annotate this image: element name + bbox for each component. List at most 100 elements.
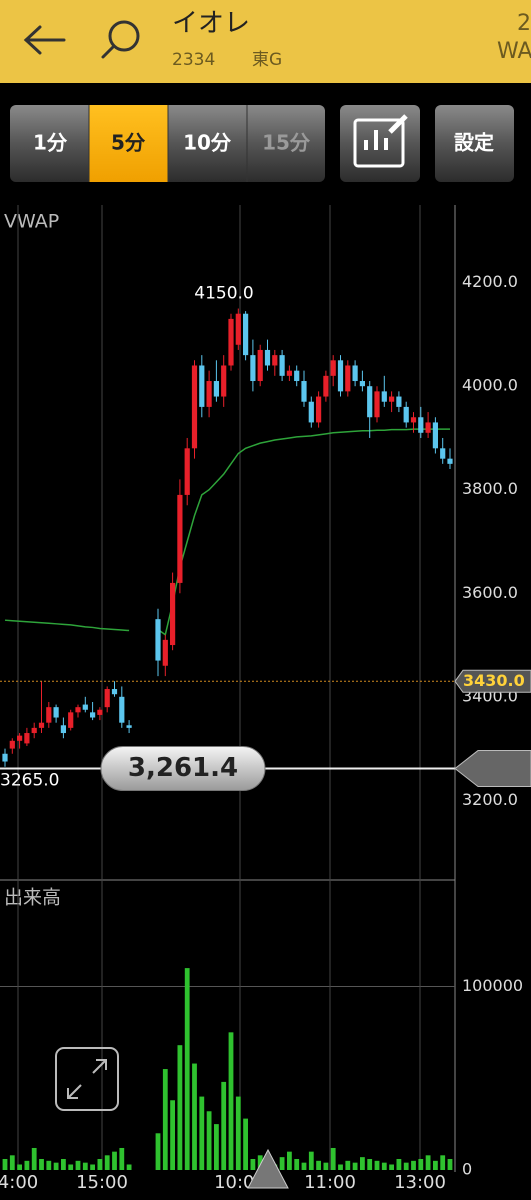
vwap-line bbox=[4, 619, 130, 632]
tab[interactable]: 10分 bbox=[183, 131, 232, 155]
settings-button[interactable]: 設定 bbox=[454, 131, 494, 155]
settings-button-bg[interactable] bbox=[435, 105, 514, 182]
volume-bar bbox=[24, 1160, 30, 1170]
tab[interactable]: 1分 bbox=[33, 131, 68, 155]
candle-body bbox=[337, 360, 344, 392]
candle-body bbox=[323, 375, 329, 397]
candle-body bbox=[177, 494, 183, 583]
volume-bar bbox=[433, 1160, 438, 1170]
volume-bar bbox=[360, 1157, 365, 1170]
volume-bar bbox=[403, 1162, 409, 1170]
volume-bar bbox=[90, 1164, 95, 1170]
volume-bar bbox=[228, 1032, 234, 1170]
candle-body bbox=[345, 365, 351, 392]
volume-bar bbox=[192, 1063, 197, 1170]
crosshair-label: 3,261.4 bbox=[128, 753, 238, 783]
tab[interactable]: 5分 bbox=[111, 131, 146, 155]
candle-body bbox=[119, 696, 125, 723]
candle-body bbox=[162, 639, 168, 666]
volume-bar bbox=[418, 1158, 424, 1170]
tab-selected-bg bbox=[89, 105, 168, 182]
vwap-label: VWAP bbox=[4, 211, 59, 233]
volume-bar bbox=[301, 1162, 307, 1170]
vwap-line bbox=[157, 428, 450, 636]
volume-bar bbox=[214, 1124, 219, 1170]
crosshair-handle[interactable] bbox=[454, 750, 531, 788]
volume-bar bbox=[39, 1158, 44, 1170]
volume-bar bbox=[46, 1160, 52, 1170]
volume-bar bbox=[162, 1069, 168, 1170]
volume-bar bbox=[177, 1045, 183, 1170]
candle-body bbox=[126, 725, 132, 728]
y-tick-label: 4200.0 bbox=[462, 272, 518, 291]
y-tick-label: 3200.0 bbox=[462, 790, 518, 809]
search-button[interactable] bbox=[101, 20, 140, 59]
x-tick-label: 11:00 bbox=[304, 1172, 356, 1193]
candle-body bbox=[24, 733, 30, 744]
volume-bar bbox=[279, 1157, 285, 1170]
volume-bar bbox=[2, 1158, 8, 1170]
candle-body bbox=[9, 740, 15, 749]
candle-body bbox=[286, 370, 292, 376]
volume-bar bbox=[206, 1111, 212, 1170]
candle-body bbox=[294, 370, 300, 382]
expand-button[interactable] bbox=[55, 1047, 119, 1111]
volume-bar bbox=[75, 1160, 81, 1170]
candle-body bbox=[82, 704, 88, 710]
candle-body bbox=[206, 381, 212, 407]
candle-body bbox=[111, 689, 118, 695]
current-price-tag bbox=[454, 669, 531, 693]
volume-bar bbox=[396, 1158, 402, 1170]
y-tick-label: 3600.0 bbox=[462, 583, 518, 602]
volume-bar bbox=[61, 1158, 66, 1170]
candle-body bbox=[418, 417, 424, 433]
candle-body bbox=[243, 313, 249, 356]
header-right-top: 2 bbox=[517, 11, 531, 36]
volume-bar bbox=[381, 1162, 387, 1170]
candle-body bbox=[264, 349, 271, 366]
volume-bar bbox=[155, 1133, 161, 1170]
volume-bar bbox=[170, 1100, 175, 1170]
y-tick-label: 3800.0 bbox=[462, 479, 518, 498]
volume-bar bbox=[104, 1155, 110, 1170]
candle-body bbox=[97, 709, 103, 715]
candle-body bbox=[257, 349, 263, 382]
volume-bar bbox=[68, 1164, 74, 1170]
low-annotation: 3265.0 bbox=[0, 771, 59, 791]
volume-label: 出来高 bbox=[4, 887, 61, 909]
candle-body bbox=[410, 417, 417, 423]
candle-body bbox=[403, 406, 409, 423]
crosshair-pill bbox=[100, 746, 266, 792]
candle-body bbox=[75, 707, 81, 713]
volume-bar bbox=[352, 1162, 358, 1170]
tab[interactable]: 15分 bbox=[262, 131, 311, 155]
volume-bar bbox=[31, 1147, 37, 1170]
candle-body bbox=[53, 707, 59, 718]
volume-bar bbox=[323, 1162, 329, 1170]
candle-body bbox=[389, 396, 395, 402]
x-tick-label: 15:00 bbox=[76, 1172, 128, 1193]
scroll-handle[interactable] bbox=[247, 1148, 289, 1189]
volume-bar bbox=[221, 1081, 227, 1170]
candle-body bbox=[381, 391, 387, 402]
candle-body bbox=[38, 722, 45, 728]
candle-body bbox=[2, 753, 8, 762]
candle-body bbox=[432, 422, 438, 449]
volume-bar bbox=[374, 1160, 380, 1170]
volume-bar bbox=[308, 1151, 314, 1170]
candle-body bbox=[213, 381, 219, 397]
candle-body bbox=[60, 725, 66, 734]
back-button[interactable] bbox=[23, 25, 66, 55]
volume-bar bbox=[235, 1096, 241, 1170]
candle-body bbox=[155, 619, 161, 661]
volume-bar bbox=[425, 1155, 431, 1170]
chart-type-button[interactable] bbox=[340, 105, 420, 182]
candle-body bbox=[235, 313, 241, 345]
header-bar bbox=[0, 0, 531, 83]
volume-bar bbox=[316, 1160, 321, 1170]
volume-bar bbox=[257, 1155, 263, 1170]
y-tick-label: 4000.0 bbox=[462, 376, 518, 395]
candle-body bbox=[367, 386, 373, 418]
candle-body bbox=[191, 365, 198, 449]
